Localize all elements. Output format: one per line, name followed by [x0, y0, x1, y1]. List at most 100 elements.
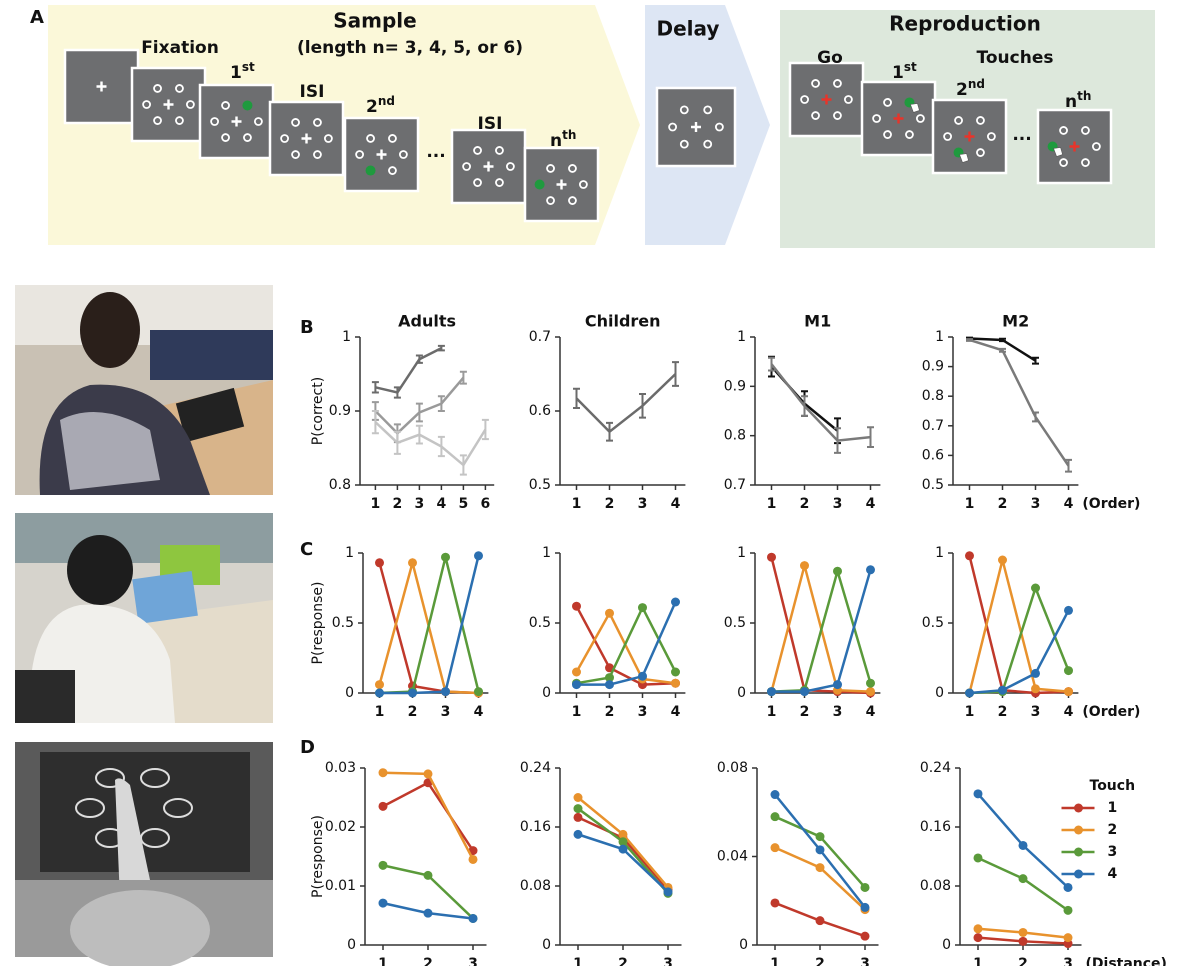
screen [450, 128, 527, 205]
error-bar [999, 337, 1006, 343]
point [1018, 840, 1028, 850]
fixation-cross [821, 94, 832, 105]
x-axis-label: (Order) [1082, 704, 1140, 720]
point [605, 673, 614, 683]
point [1063, 905, 1073, 915]
target [833, 111, 842, 120]
chart-title: M2 [1002, 312, 1029, 331]
point [866, 687, 875, 697]
error-bar [573, 387, 580, 410]
legend-label: 3 [1108, 844, 1118, 860]
fixation-cross [893, 113, 904, 124]
error-bar [639, 392, 646, 419]
target [153, 116, 162, 125]
point [573, 829, 583, 839]
legend-dot [1074, 803, 1083, 813]
x-tick-label: 2 [605, 496, 615, 512]
target [568, 196, 577, 205]
x-tick-label: 3 [638, 704, 648, 720]
target [811, 79, 820, 88]
target-lit [365, 165, 376, 176]
y-tick-label: 0.01 [325, 878, 356, 894]
x-tick-label: 4 [866, 496, 876, 512]
error-bar [1065, 458, 1072, 473]
x-tick-label: 1 [371, 496, 381, 512]
target [473, 178, 482, 187]
target [291, 150, 300, 159]
legend-dot [1074, 847, 1083, 857]
point [767, 687, 776, 697]
error-bar [393, 430, 401, 455]
point [1063, 882, 1073, 892]
point [618, 837, 628, 847]
fixation-label: Fixation [141, 38, 219, 58]
sample-subtitle: (length n= 3, 4, 5, or 6) [297, 38, 523, 58]
x-tick-label: 1 [572, 704, 582, 720]
line-chart: 0.5 0.6 0.7 0.8 0.9 1 1 2 3 4 M2 (Order) [922, 312, 1141, 513]
y-tick-label: 0 [347, 937, 356, 953]
y-tick-label: 0.8 [922, 388, 944, 404]
target [703, 105, 713, 115]
x-tick-label: 1 [965, 704, 975, 720]
error-bar [415, 424, 423, 445]
point [573, 812, 583, 822]
series-line [774, 846, 866, 911]
target [210, 117, 220, 126]
x-tick-label: 2 [618, 956, 628, 966]
y-tick-label: 0.16 [920, 819, 951, 835]
chart-title: M1 [804, 312, 831, 331]
x-tick-label: 2 [800, 704, 810, 720]
x-tick-label: 2 [998, 496, 1008, 512]
y-tick-label: 0.6 [922, 447, 944, 463]
screen [198, 83, 275, 160]
photo-monkey [15, 742, 273, 966]
screen [130, 66, 207, 143]
y-axis-label: P(correct) [310, 377, 326, 445]
x-tick-label: 2 [393, 496, 403, 512]
error-bar [672, 361, 679, 387]
chart-title: Adults [398, 312, 456, 331]
target [398, 150, 408, 159]
fixation-cross [96, 81, 107, 92]
y-tick-label: 0.5 [724, 615, 746, 631]
isi-label: ISI [478, 114, 503, 134]
y-tick-label: 0 [737, 685, 746, 701]
error-bar [415, 354, 423, 364]
x-axis-label: (Order) [1082, 496, 1140, 512]
y-tick-label: 0 [935, 685, 944, 701]
x-tick-label: 2 [998, 704, 1008, 720]
target [568, 164, 577, 173]
y-tick-label: 0.8 [724, 428, 746, 444]
y-tick-label: 0.5 [529, 615, 551, 631]
y-tick-label: 0.16 [520, 819, 551, 835]
x-tick-label: 1 [375, 704, 385, 720]
target [313, 118, 322, 127]
series-line [379, 555, 480, 695]
y-tick-label: 1 [935, 329, 944, 345]
series-line [770, 363, 871, 442]
x-tick-label: 4 [474, 704, 484, 720]
point [474, 551, 483, 561]
y-tick-label: 0.5 [332, 615, 354, 631]
line-chart: 0 0.08 0.16 0.24 1 2 3 (Distance) Touch 1 2 3 4 [920, 760, 1167, 966]
x-tick-label: 4 [866, 704, 876, 720]
x-tick-label: 2 [1018, 956, 1028, 966]
screen [655, 86, 737, 168]
x-tick-label: 2 [605, 704, 615, 720]
x-tick-label: 3 [860, 956, 870, 966]
y-tick-label: 0 [739, 937, 748, 953]
target [175, 116, 184, 125]
series-line [374, 421, 487, 467]
point [770, 843, 780, 853]
ellipsis: ... [1012, 125, 1031, 145]
series-line [771, 569, 872, 693]
legend-title: Touch [1090, 778, 1136, 794]
x-tick-label: 2 [815, 956, 825, 966]
screens [63, 48, 1113, 223]
y-tick-label: 0.5 [529, 477, 551, 493]
target [679, 105, 689, 115]
point [572, 601, 581, 611]
y-tick-label: 0.9 [922, 359, 944, 375]
point [378, 768, 388, 778]
